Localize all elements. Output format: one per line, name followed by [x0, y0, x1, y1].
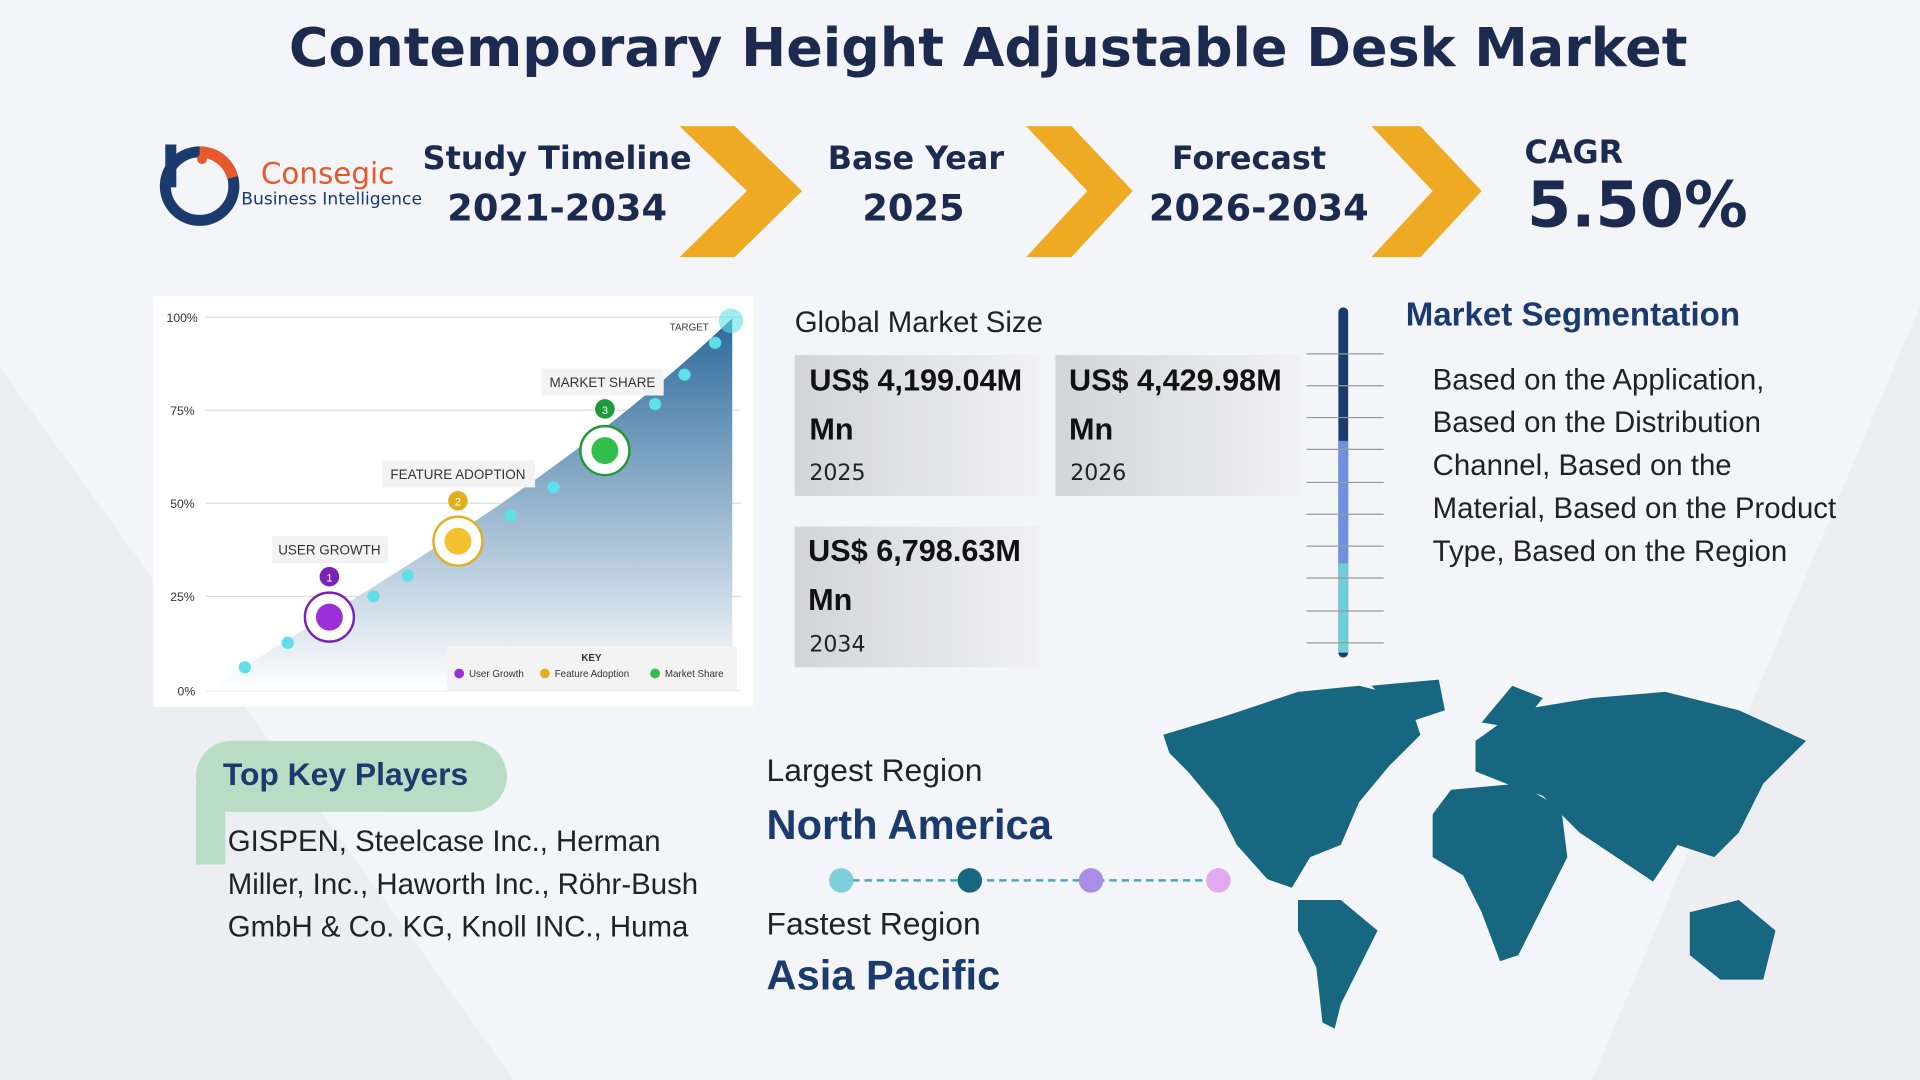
- market-year: 2026: [1070, 460, 1127, 487]
- value-box: [794, 355, 1040, 496]
- key-item: Feature Adoption: [555, 669, 630, 680]
- largest-region-label: Largest Region: [766, 751, 983, 789]
- stage-number: 3: [602, 405, 608, 417]
- market-value: US$ 6,798.63M Mn: [808, 533, 1021, 618]
- timeline-value: 2025: [862, 187, 965, 231]
- target-label: TARGET: [670, 323, 709, 334]
- cagr-label: CAGR: [1524, 134, 1624, 172]
- logo-mark: [159, 144, 240, 226]
- chevrons: [679, 126, 1482, 258]
- illustration-text: 100% 75% 50% 25% 0% TARGET USER GROWTH F…: [167, 311, 724, 698]
- stage-label: FEATURE ADOPTION: [390, 467, 525, 482]
- market-size-title: Global Market Size: [794, 306, 1043, 340]
- segmentation-title: Market Segmentation: [1405, 296, 1741, 334]
- cagr-value: 5.50%: [1526, 168, 1748, 243]
- market-value: US$ 4,429.98M Mn: [1068, 363, 1282, 447]
- key-title: KEY: [581, 653, 602, 664]
- stage-markers: [271, 368, 738, 691]
- fastest-region-label: Fastest Region: [766, 904, 981, 942]
- stage-label: USER GROWTH: [278, 543, 380, 558]
- largest-region: North America: [766, 802, 1052, 849]
- market-year: 2025: [809, 460, 866, 487]
- value-box: [794, 526, 1040, 668]
- logo-tagline: Business Intelligence: [241, 189, 423, 210]
- y-label: 100%: [167, 311, 198, 325]
- stage-number: 2: [455, 497, 461, 509]
- segment-bar: [1306, 307, 1384, 658]
- title: Contemporary Height Adjustable Desk Mark…: [288, 17, 1688, 80]
- y-label: 25%: [170, 590, 195, 604]
- market-value: US$ 4,199.04M Mn: [809, 363, 1023, 447]
- players-text: GISPEN, Steelcase Inc., Herman Miller, I…: [227, 825, 699, 945]
- key-item: User Growth: [469, 669, 524, 680]
- world-map: [1163, 679, 1807, 1029]
- y-label: 75%: [170, 404, 195, 418]
- logo-name: Consegic: [260, 156, 395, 192]
- key-item: Market Share: [665, 669, 724, 680]
- players-title: Top Key Players: [222, 755, 469, 793]
- timeline-value: 2021-2034: [447, 187, 668, 231]
- stage-number: 1: [326, 573, 332, 585]
- timeline-label: Base Year: [827, 140, 1005, 178]
- stage-label: MARKET SHARE: [549, 375, 655, 390]
- players-pill: [195, 740, 507, 812]
- fastest-region: Asia Pacific: [766, 952, 1001, 1000]
- market-year: 2034: [809, 631, 866, 658]
- illustration-dots: [238, 308, 744, 674]
- players-tab: [195, 783, 226, 865]
- y-label: 0%: [178, 685, 196, 699]
- illustration-area: [205, 318, 733, 691]
- value-box: [1055, 355, 1301, 496]
- timeline-value: 2026-2034: [1148, 187, 1369, 231]
- timeline-label: Study Timeline: [422, 140, 692, 178]
- y-label: 50%: [170, 497, 195, 511]
- segmentation-text: Based on the Application, Based on the D…: [1432, 363, 1837, 569]
- region-connector: [828, 868, 1231, 893]
- timeline-label: Forecast: [1171, 140, 1327, 178]
